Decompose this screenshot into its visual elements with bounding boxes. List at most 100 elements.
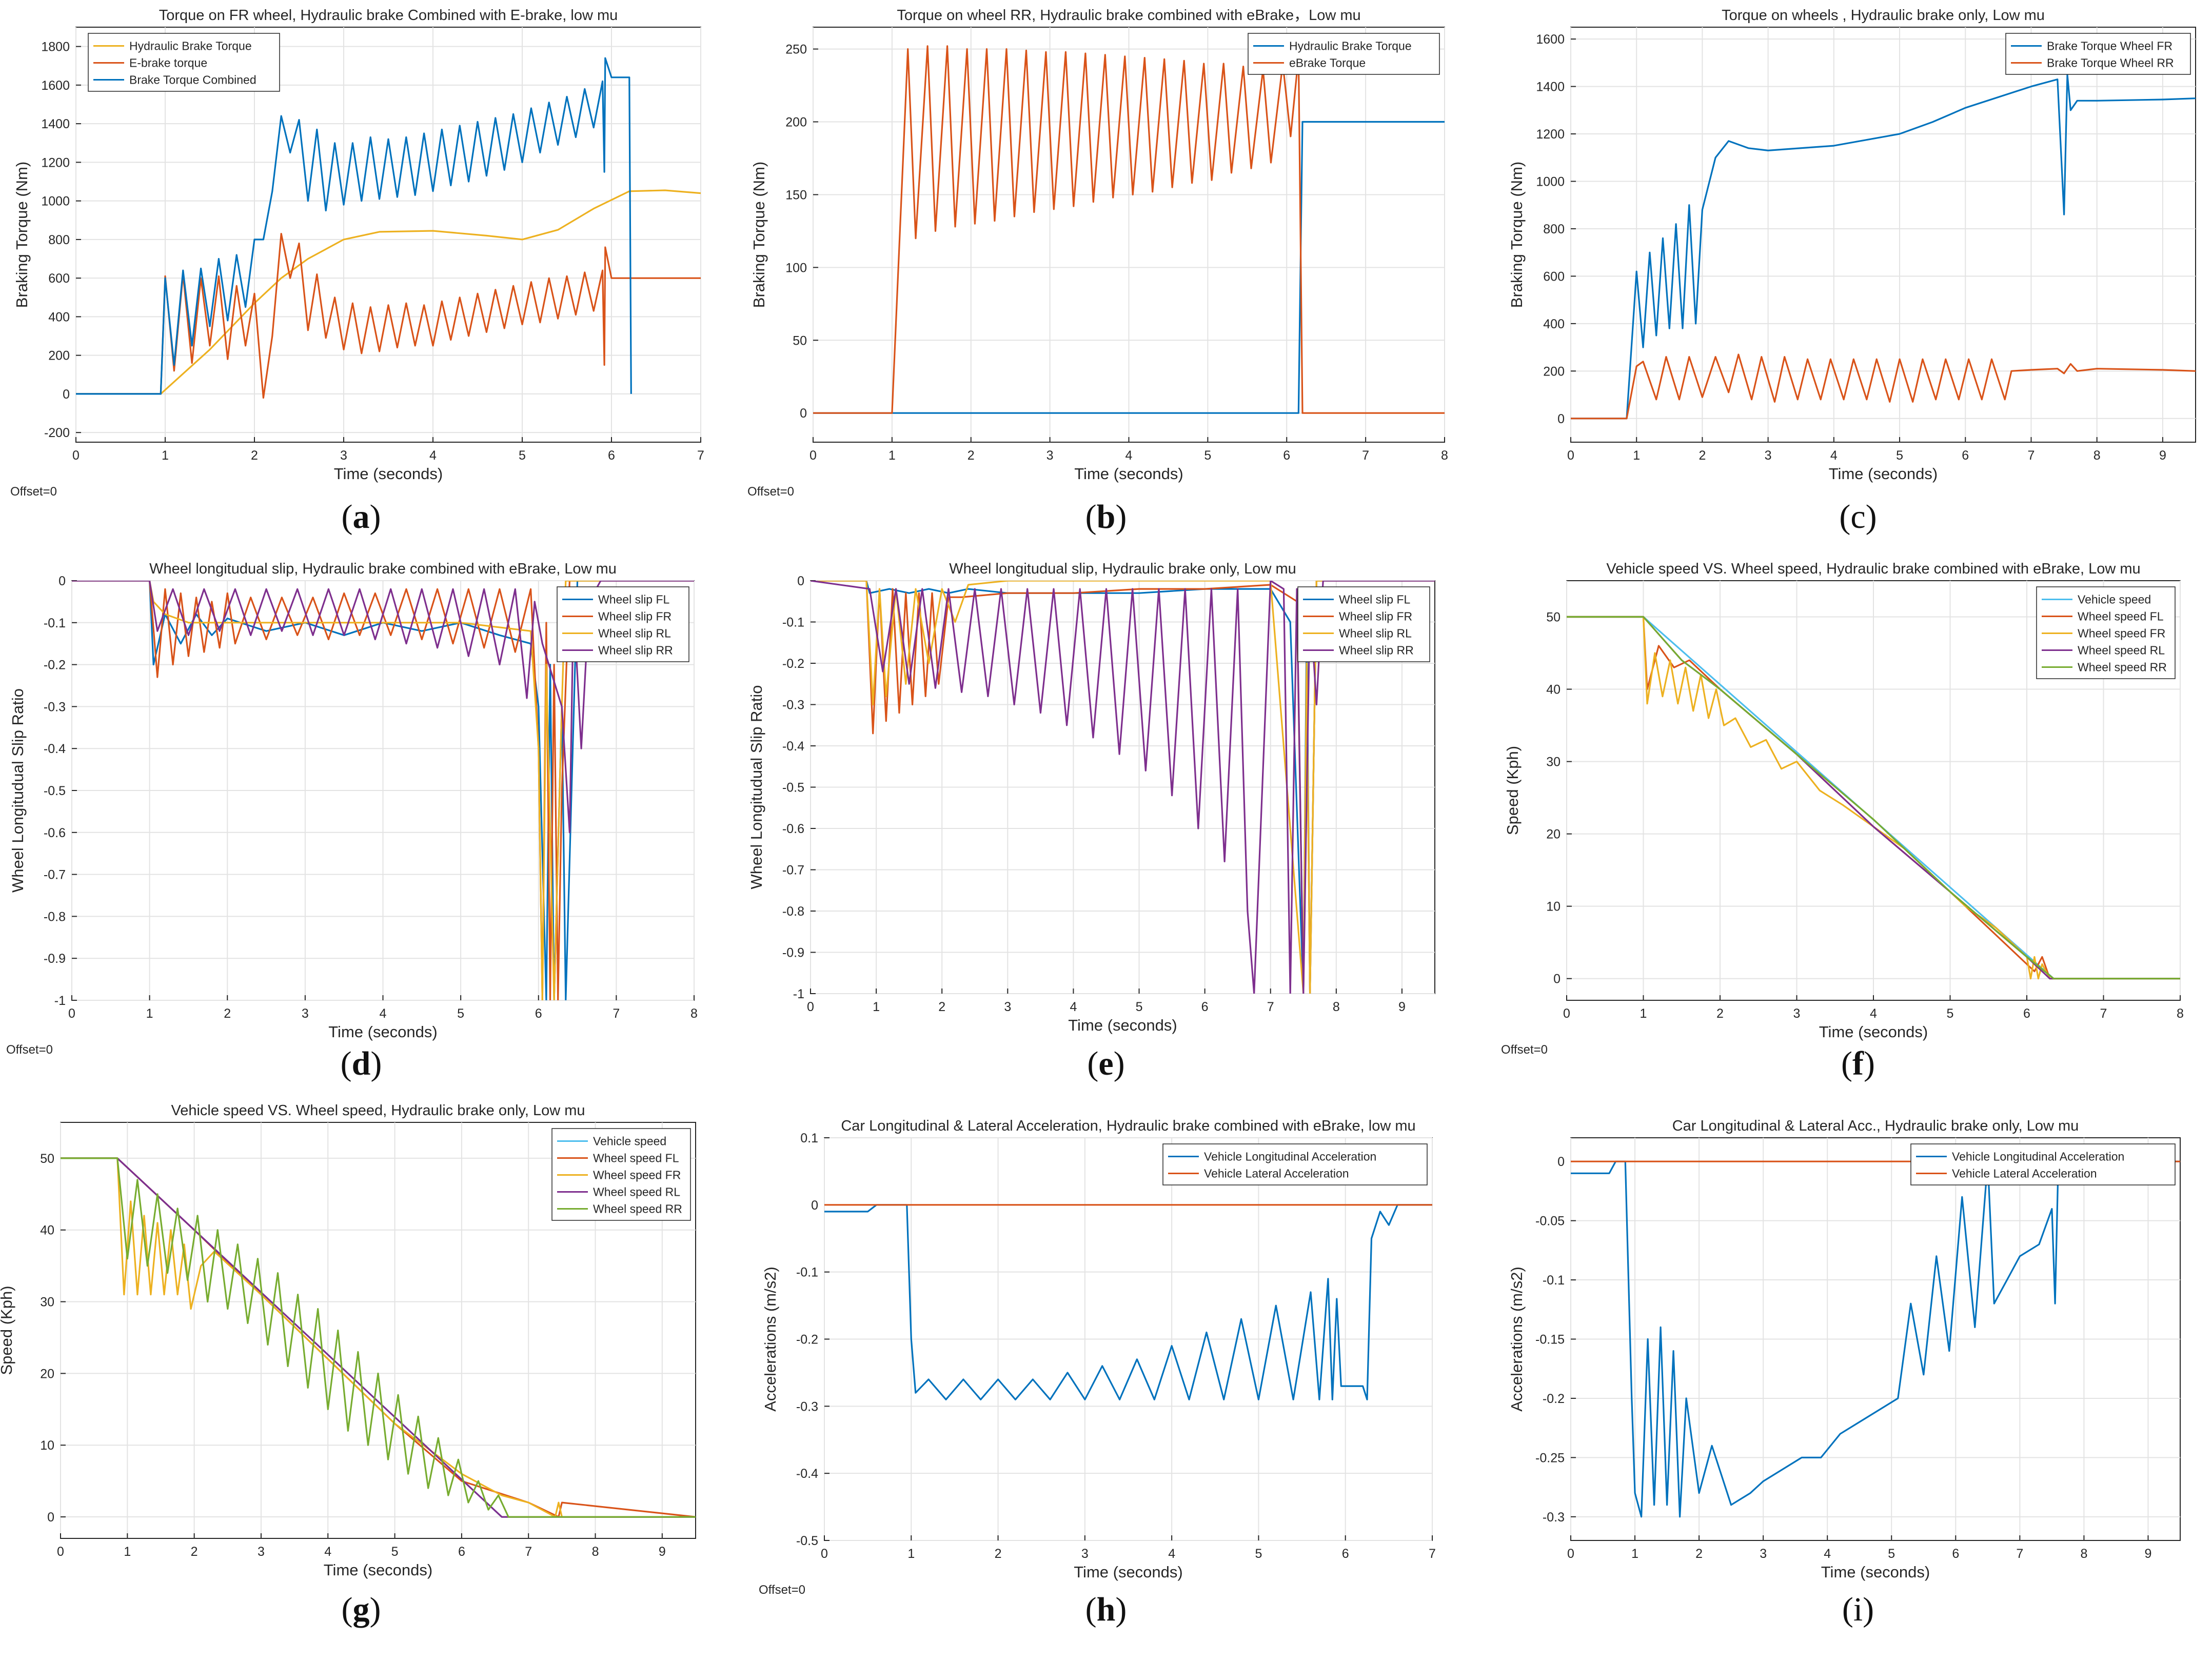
chart-title: Torque on wheel RR, Hydraulic brake comb… (897, 7, 1360, 24)
x-tick-label: 2 (191, 1545, 198, 1559)
legend: Brake Torque Wheel FR Brake Torque Wheel … (2005, 33, 2191, 75)
y-tick-label: 0 (1553, 972, 1561, 986)
y-tick-label: -0.5 (44, 784, 66, 798)
y-tick-label: 0 (811, 1198, 818, 1213)
y-tick-label: 400 (1543, 317, 1565, 331)
y-tick-label: 400 (48, 310, 70, 324)
x-tick-label: 9 (1398, 1000, 1406, 1014)
y-tick-label: -0.9 (44, 952, 66, 966)
x-tick-label: 6 (535, 1006, 542, 1021)
legend-label-2: Wheel speed FL (2078, 610, 2164, 623)
y-tick-label: -0.05 (1535, 1214, 1565, 1229)
y-tick-label: 200 (1543, 364, 1565, 379)
x-axis-label: Time (seconds) (1819, 1023, 1928, 1041)
x-axis-label: Time (seconds) (1068, 1016, 1177, 1034)
legend-box (2005, 33, 2191, 75)
x-tick-label: 6 (2023, 1006, 2030, 1021)
x-tick-label: 5 (1896, 448, 1903, 463)
x-tick-label: 7 (1429, 1547, 1436, 1561)
series-group (1567, 616, 2180, 980)
legend-label-2: Wheel slip FR (1339, 610, 1412, 623)
y-axis-label: Braking Torque (Nm) (750, 162, 768, 308)
y-tick-label: -0.4 (44, 742, 66, 756)
x-tick-label: 2 (1716, 1006, 1724, 1021)
x-tick-label: 5 (519, 448, 526, 463)
x-tick-label: 8 (1333, 1000, 1340, 1014)
y-axis-label: Wheel Longitudual Slip Ratio (9, 688, 27, 893)
x-axis-label: Time (seconds) (328, 1023, 437, 1041)
x-tick-label: 5 (1888, 1547, 1895, 1561)
x-tick-label: 0 (68, 1006, 75, 1021)
x-tick-label: 9 (2159, 448, 2166, 463)
y-axis-label: Braking Torque (Nm) (13, 162, 31, 308)
panel-caption-i: (i) (1842, 1591, 1874, 1628)
panel-caption-f: (f) (1841, 1045, 1875, 1082)
offset-label: Offset=0 (6, 1043, 53, 1057)
legend-label-4: Wheel slip RR (598, 644, 673, 657)
y-tick-label: 800 (48, 233, 70, 247)
y-tick-label: -0.2 (796, 1333, 818, 1347)
x-tick-label: 1 (888, 448, 896, 463)
y-tick-label: 20 (40, 1367, 54, 1381)
series-line-3 (811, 581, 1435, 994)
x-tick-label: 1 (1640, 1006, 1647, 1021)
panel-caption-b: (b) (1085, 498, 1127, 536)
x-tick-label: 8 (592, 1545, 599, 1559)
x-tick-label: 1 (124, 1545, 131, 1559)
legend-label-1: Vehicle Longitudinal Acceleration (1952, 1150, 2124, 1163)
offset-label: Offset=0 (10, 485, 57, 499)
offset-label: Offset=0 (759, 1583, 805, 1597)
x-tick-label: 7 (2028, 448, 2035, 463)
y-tick-label: -0.8 (44, 909, 66, 924)
y-tick-label: -0.6 (44, 826, 66, 840)
y-tick-label: -0.3 (1543, 1510, 1565, 1525)
x-tick-label: 2 (1695, 1547, 1703, 1561)
legend: Hydraulic Brake Torque E-brake torque Brak… (88, 33, 280, 92)
series-group (72, 581, 694, 1000)
y-tick-label: 1200 (1536, 127, 1565, 142)
x-tick-label: 9 (2145, 1547, 2152, 1561)
x-tick-label: 4 (1125, 448, 1133, 463)
x-tick-label: 4 (324, 1545, 331, 1559)
x-tick-label: 0 (807, 1000, 814, 1014)
y-tick-label: 100 (785, 261, 807, 275)
x-tick-label: 3 (1760, 1547, 1767, 1561)
panel-caption-c: (c) (1839, 498, 1877, 536)
x-tick-label: 6 (608, 448, 615, 463)
chart-panel-e: 0 1 2 3 4 5 6 7 8 9 -1 -0.9 -0.8 -0.7 -0.6 -0.5 -0.4 -0.3… (747, 561, 1435, 1034)
legend-label-2: Brake Torque Wheel RR (2047, 56, 2174, 70)
y-tick-label: -0.2 (1543, 1392, 1565, 1406)
offset-label: Offset=0 (747, 485, 794, 499)
plot-area (75, 27, 701, 443)
x-tick-label: 1 (146, 1006, 153, 1021)
y-tick-label: 0 (1557, 412, 1565, 426)
legend-label-4: Wheel speed RL (2078, 644, 2165, 657)
x-tick-label: 5 (1947, 1006, 1954, 1021)
series-group (813, 45, 1445, 414)
x-tick-label: 8 (690, 1006, 698, 1021)
panel-caption-g: (g) (341, 1591, 381, 1628)
y-tick-label: -0.2 (44, 658, 66, 673)
y-tick-label: -0.9 (782, 946, 804, 960)
x-tick-label: 2 (224, 1006, 231, 1021)
legend-label-1: Hydraulic Brake Torque (1289, 39, 1412, 53)
series-group (61, 1157, 696, 1518)
y-axis-label: Speed (Kph) (0, 1286, 15, 1375)
chart-title: Vehicle speed VS. Wheel speed, Hydraulic… (171, 1102, 585, 1119)
series-line-3 (61, 1157, 696, 1518)
x-tick-label: 5 (1255, 1547, 1262, 1561)
x-tick-label: 7 (1362, 448, 1369, 463)
legend-box (1910, 1143, 2176, 1185)
x-axis-label: Time (seconds) (324, 1561, 432, 1579)
y-tick-label: -0.5 (782, 781, 804, 795)
legend: Wheel slip FL Wheel slip FR Wheel slip RL W… (557, 586, 689, 662)
legend: Wheel slip FL Wheel slip FR Wheel slip RL W… (1297, 586, 1430, 662)
panel-caption-h: (h) (1085, 1591, 1127, 1628)
y-tick-label: 150 (785, 188, 807, 202)
series-line-1 (1571, 1160, 2180, 1518)
x-tick-label: 3 (1765, 448, 1772, 463)
y-tick-label: 0 (47, 1510, 54, 1525)
y-tick-label: -0.4 (782, 739, 804, 754)
x-tick-label: 0 (1567, 1547, 1574, 1561)
x-tick-label: 6 (1952, 1547, 1959, 1561)
